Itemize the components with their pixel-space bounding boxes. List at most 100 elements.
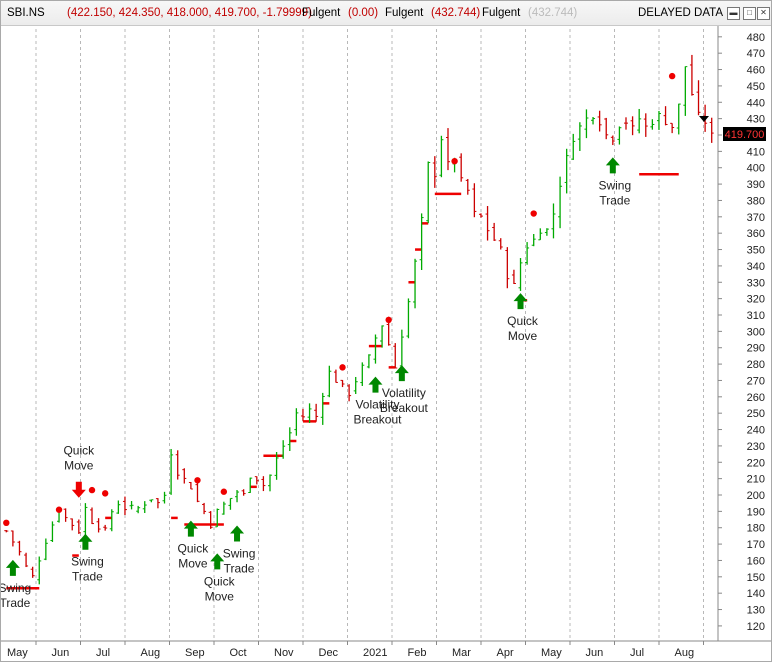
buy-arrow-icon xyxy=(78,533,93,550)
indicator-1-name: Fulgent xyxy=(302,7,341,19)
signal-label: Trade xyxy=(599,193,630,207)
signal-label: Breakout xyxy=(380,401,429,415)
indicator-1-value: (0.00) xyxy=(348,7,379,19)
y-tick-label: 480 xyxy=(747,32,765,44)
signal-label: Trade xyxy=(72,570,103,584)
signal-label: Trade xyxy=(224,562,255,576)
symbol-label: SBI.NS xyxy=(7,7,45,19)
x-tick-label: May xyxy=(7,647,28,659)
ohlc-values: (422.150, 424.350, 418.000, 419.700, -1.… xyxy=(67,7,312,19)
price-bars xyxy=(4,54,714,585)
buy-arrow-icon xyxy=(605,157,620,174)
signal-dots xyxy=(3,72,676,527)
y-tick-label: 310 xyxy=(747,310,765,322)
y-tick-label: 180 xyxy=(747,523,765,535)
signal-dot xyxy=(668,72,676,80)
x-tick-label: Feb xyxy=(408,647,427,659)
y-tick-label: 430 xyxy=(747,114,765,126)
maximize-icon[interactable]: □ xyxy=(743,7,756,20)
last-price-tag: 419.700 xyxy=(723,127,766,141)
x-tick-label: Apr xyxy=(497,647,514,659)
signal-label: Swing xyxy=(223,547,256,561)
signal-dot xyxy=(3,519,10,527)
y-tick-label: 200 xyxy=(747,490,765,502)
y-tick-label: 190 xyxy=(747,506,765,518)
x-tick-label: Dec xyxy=(319,647,339,659)
x-tick-label: Sep xyxy=(185,647,205,659)
signal-label: Move xyxy=(205,589,235,603)
y-tick-label: 240 xyxy=(747,425,765,437)
signal-dot xyxy=(385,316,392,324)
price-axis: 4804704604504404304204104003903803703603… xyxy=(717,25,765,641)
chart-header: SBI.NS (422.150, 424.350, 418.000, 419.7… xyxy=(1,1,771,26)
indicator-3-name: Fulgent xyxy=(482,7,521,19)
y-tick-label: 260 xyxy=(747,392,765,404)
crosshair-marker-icon xyxy=(699,116,709,122)
buy-arrow-icon xyxy=(230,525,245,542)
signal-label: Volatility xyxy=(382,386,426,400)
y-tick-label: 380 xyxy=(747,195,765,207)
signal-dot xyxy=(194,477,201,484)
signal-label: Swing xyxy=(71,555,104,569)
y-tick-label: 440 xyxy=(747,97,765,109)
x-tick-label: Jul xyxy=(630,647,644,659)
signal-dot xyxy=(339,364,346,371)
signal-dot xyxy=(451,157,458,165)
buy-arrow-icon xyxy=(5,559,20,576)
x-tick-label: Jul xyxy=(96,647,110,659)
signal-label: Quick xyxy=(63,444,95,458)
y-tick-label: 350 xyxy=(747,245,765,257)
close-icon[interactable]: ✕ xyxy=(757,7,770,20)
signal-dot xyxy=(530,210,537,217)
buy-arrow-icon xyxy=(210,553,225,570)
y-tick-label: 230 xyxy=(747,441,765,453)
y-tick-label: 270 xyxy=(747,375,765,387)
indicator-2-name: Fulgent xyxy=(385,7,424,19)
x-tick-label: Aug xyxy=(675,647,695,659)
buy-arrow-icon xyxy=(368,376,383,393)
y-tick-label: 370 xyxy=(747,212,765,224)
signal-dot xyxy=(55,506,63,513)
last-price-bg xyxy=(723,127,766,141)
y-tick-label: 140 xyxy=(747,588,765,600)
y-tick-label: 320 xyxy=(747,294,765,306)
last-price-label: 419.700 xyxy=(725,129,765,141)
indicator-3-value: (432.744) xyxy=(528,7,578,19)
sell-arrow-icon xyxy=(71,481,86,498)
buy-arrow-icon xyxy=(513,293,528,310)
x-tick-label: Aug xyxy=(141,647,161,659)
y-tick-label: 250 xyxy=(747,408,765,420)
x-tick-label: Jun xyxy=(52,647,70,659)
trade-signals: SwingTradeQuickMoveSwingTradeQuickMoveQu… xyxy=(1,157,631,610)
y-tick-label: 130 xyxy=(747,605,765,617)
y-tick-label: 410 xyxy=(747,146,765,158)
x-tick-label: Mar xyxy=(452,647,471,659)
y-tick-label: 470 xyxy=(747,48,765,60)
y-tick-label: 150 xyxy=(747,572,765,584)
buy-arrow-icon xyxy=(183,520,198,537)
y-tick-label: 340 xyxy=(747,261,765,273)
signal-dot xyxy=(101,490,109,497)
signal-dot xyxy=(220,488,228,495)
y-tick-label: 300 xyxy=(747,326,765,338)
y-tick-label: 170 xyxy=(747,539,765,551)
x-tick-label: Nov xyxy=(274,647,294,659)
signal-label: Swing xyxy=(1,581,31,595)
minimize-icon[interactable]: ▬ xyxy=(727,7,740,20)
signal-label: Trade xyxy=(1,596,31,610)
y-tick-label: 390 xyxy=(747,179,765,191)
indicator-2-value: (432.744) xyxy=(431,7,481,19)
y-tick-label: 290 xyxy=(747,343,765,355)
signal-label: Breakout xyxy=(353,413,402,427)
y-tick-label: 160 xyxy=(747,555,765,567)
signal-label: Move xyxy=(508,329,538,343)
signal-label: Volatility xyxy=(355,398,399,412)
signal-label: Quick xyxy=(204,574,236,588)
delayed-data-label: DELAYED DATA xyxy=(638,7,723,19)
y-tick-label: 330 xyxy=(747,277,765,289)
y-tick-label: 120 xyxy=(747,621,765,633)
y-tick-label: 450 xyxy=(747,81,765,93)
x-tick-label: May xyxy=(541,647,562,659)
